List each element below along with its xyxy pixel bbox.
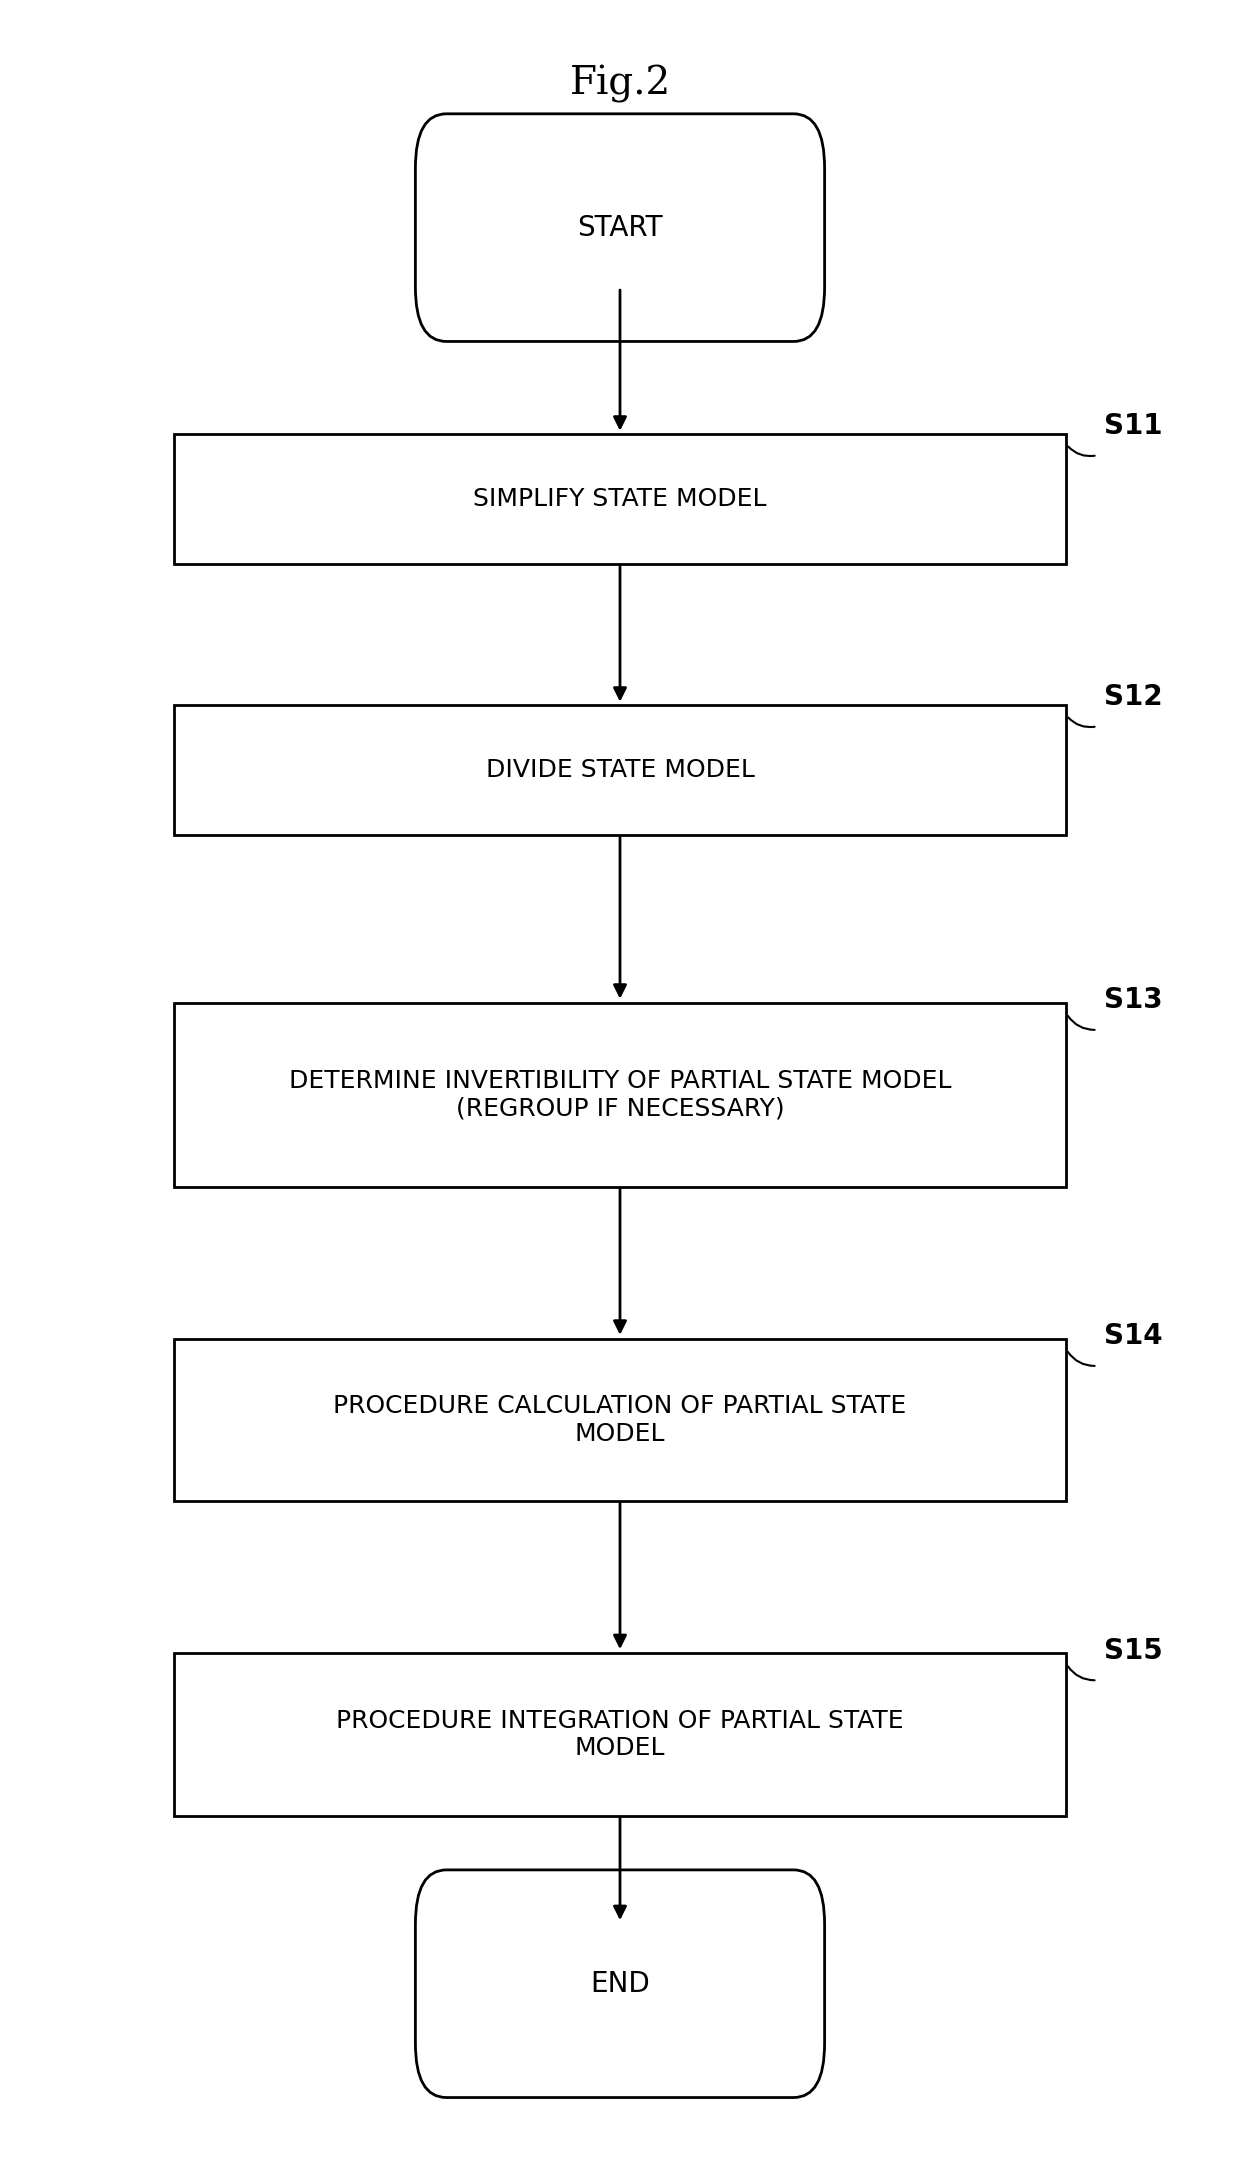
Text: S12: S12 (1104, 683, 1162, 711)
Text: S11: S11 (1104, 412, 1162, 440)
Text: S14: S14 (1104, 1322, 1162, 1351)
FancyBboxPatch shape (415, 1869, 825, 2099)
Text: START: START (578, 215, 662, 241)
Text: S15: S15 (1104, 1637, 1162, 1665)
FancyBboxPatch shape (174, 705, 1066, 835)
Text: S13: S13 (1104, 986, 1162, 1015)
Text: SIMPLIFY STATE MODEL: SIMPLIFY STATE MODEL (474, 486, 766, 512)
FancyBboxPatch shape (174, 1002, 1066, 1188)
FancyBboxPatch shape (415, 115, 825, 343)
Text: PROCEDURE INTEGRATION OF PARTIAL STATE
MODEL: PROCEDURE INTEGRATION OF PARTIAL STATE M… (336, 1708, 904, 1760)
FancyBboxPatch shape (174, 434, 1066, 564)
FancyBboxPatch shape (174, 1338, 1066, 1500)
Text: DETERMINE INVERTIBILITY OF PARTIAL STATE MODEL
(REGROUP IF NECESSARY): DETERMINE INVERTIBILITY OF PARTIAL STATE… (289, 1069, 951, 1121)
Text: DIVIDE STATE MODEL: DIVIDE STATE MODEL (486, 757, 754, 783)
FancyBboxPatch shape (174, 1652, 1066, 1817)
Text: END: END (590, 1971, 650, 1997)
Text: PROCEDURE CALCULATION OF PARTIAL STATE
MODEL: PROCEDURE CALCULATION OF PARTIAL STATE M… (334, 1394, 906, 1446)
Text: Fig.2: Fig.2 (569, 65, 671, 104)
